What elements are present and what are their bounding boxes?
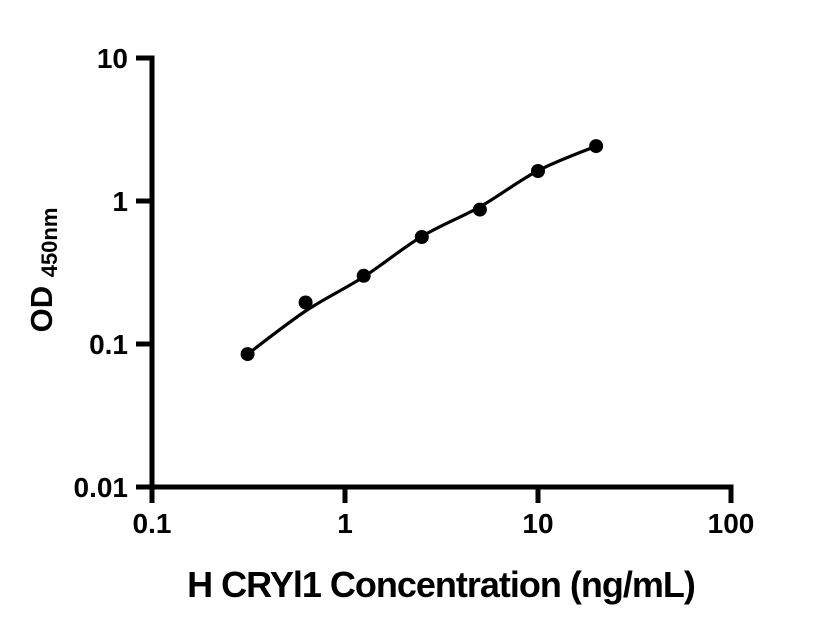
fit-curve <box>246 144 597 356</box>
y-axis-title-main: OD <box>24 286 59 333</box>
data-point <box>472 202 487 217</box>
y-tick-label: 1 <box>112 186 128 217</box>
x-axis-title: H CRYl1 Concentration (ng/mL) <box>187 564 695 605</box>
data-point <box>531 164 545 178</box>
y-tick-label: 10 <box>97 43 128 74</box>
data-point <box>240 347 255 362</box>
x-tick-label: 1 <box>337 508 353 539</box>
data-point <box>589 139 604 154</box>
axes-layer <box>149 55 734 490</box>
data-point <box>414 230 429 244</box>
x-tick-label: 0.1 <box>133 508 172 539</box>
x-tick-label: 10 <box>522 508 553 539</box>
point-layer <box>240 139 604 362</box>
x-tick-label: 100 <box>708 508 755 539</box>
y-tick-label: 0.1 <box>89 329 128 360</box>
y-tick-label: 0.01 <box>74 472 129 503</box>
y-axis-title: OD 450nm <box>24 208 62 333</box>
y-axis-title-subscript: 450nm <box>37 208 62 278</box>
data-point <box>356 268 371 283</box>
data-point <box>298 295 313 310</box>
curve-layer <box>246 144 597 356</box>
